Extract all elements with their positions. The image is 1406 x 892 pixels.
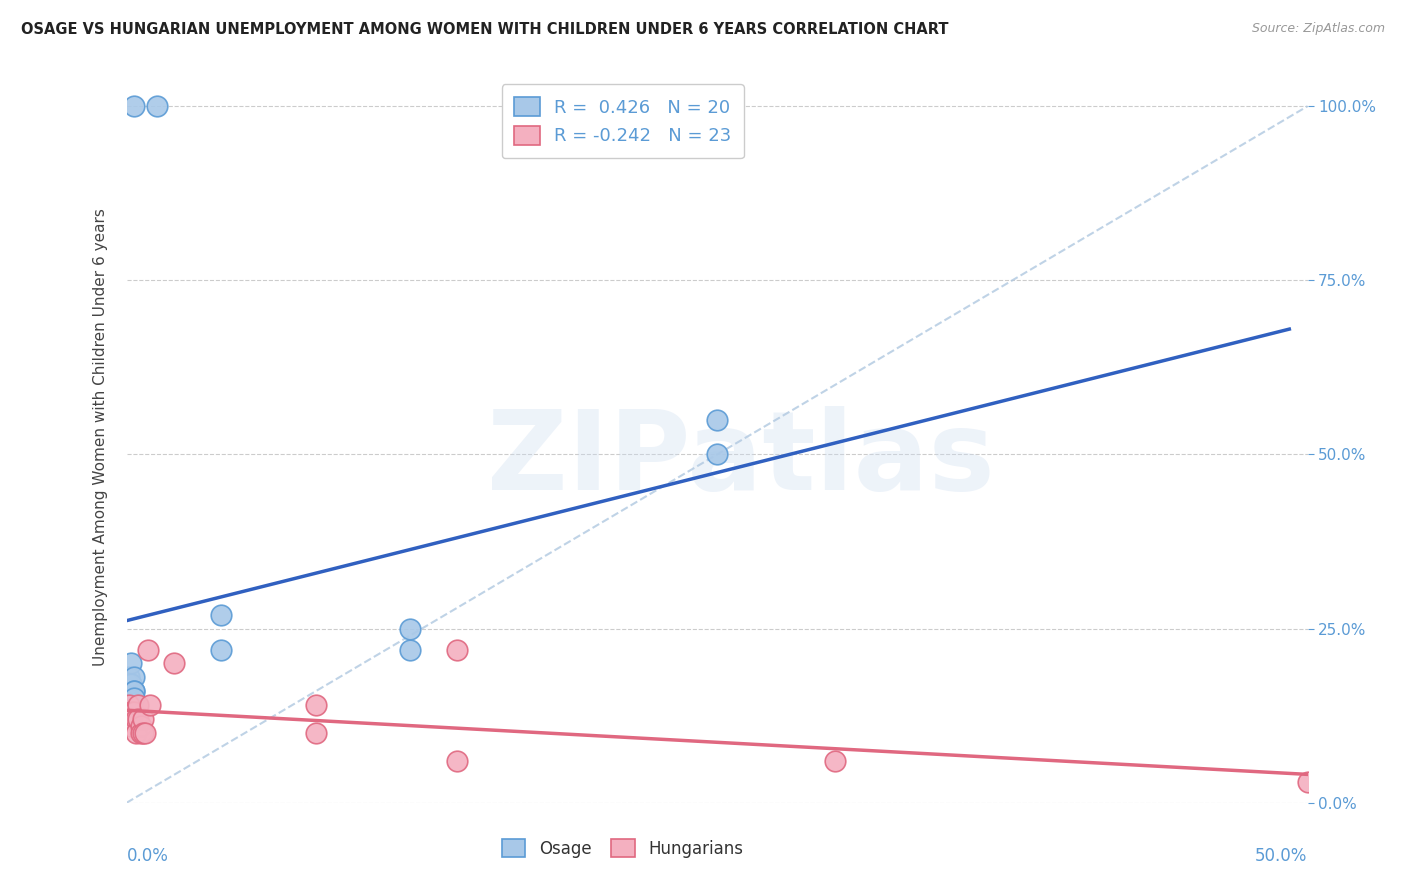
Point — [118, 705, 141, 719]
Point — [122, 670, 145, 684]
Text: ZIPatlas: ZIPatlas — [486, 406, 994, 513]
Point — [129, 726, 152, 740]
Point — [209, 607, 232, 622]
Point — [118, 719, 141, 733]
Point — [134, 726, 156, 740]
Point — [118, 698, 141, 713]
Point — [120, 705, 142, 719]
Point — [446, 642, 468, 657]
Point — [399, 642, 422, 657]
Point — [122, 684, 145, 698]
Point — [209, 642, 232, 657]
Point — [304, 726, 326, 740]
Point — [118, 677, 141, 691]
Text: OSAGE VS HUNGARIAN UNEMPLOYMENT AMONG WOMEN WITH CHILDREN UNDER 6 YEARS CORRELAT: OSAGE VS HUNGARIAN UNEMPLOYMENT AMONG WO… — [21, 22, 949, 37]
Legend: Osage, Hungarians: Osage, Hungarians — [492, 829, 754, 868]
Point — [122, 99, 145, 113]
Text: Source: ZipAtlas.com: Source: ZipAtlas.com — [1251, 22, 1385, 36]
Point — [446, 754, 468, 768]
Point — [120, 677, 142, 691]
Text: 0.0%: 0.0% — [127, 847, 169, 864]
Point — [139, 698, 162, 713]
Text: 50.0%: 50.0% — [1256, 847, 1308, 864]
Point — [399, 622, 422, 636]
Point — [706, 448, 728, 462]
Point — [706, 412, 728, 426]
Point — [1296, 775, 1319, 789]
Point — [304, 698, 326, 713]
Point — [122, 691, 145, 706]
Point — [146, 99, 169, 113]
Point — [127, 698, 149, 713]
Point — [120, 657, 142, 671]
Point — [824, 754, 846, 768]
Point — [125, 712, 148, 726]
Point — [125, 726, 148, 740]
Point — [118, 670, 141, 684]
Point — [118, 691, 141, 706]
Point — [120, 712, 142, 726]
Point — [136, 642, 159, 657]
Point — [120, 677, 142, 691]
Point — [132, 712, 155, 726]
Point — [127, 712, 149, 726]
Y-axis label: Unemployment Among Women with Children Under 6 years: Unemployment Among Women with Children U… — [93, 208, 108, 666]
Point — [122, 705, 145, 719]
Point — [118, 705, 141, 719]
Point — [163, 657, 186, 671]
Point — [129, 719, 152, 733]
Point — [122, 684, 145, 698]
Point — [132, 726, 155, 740]
